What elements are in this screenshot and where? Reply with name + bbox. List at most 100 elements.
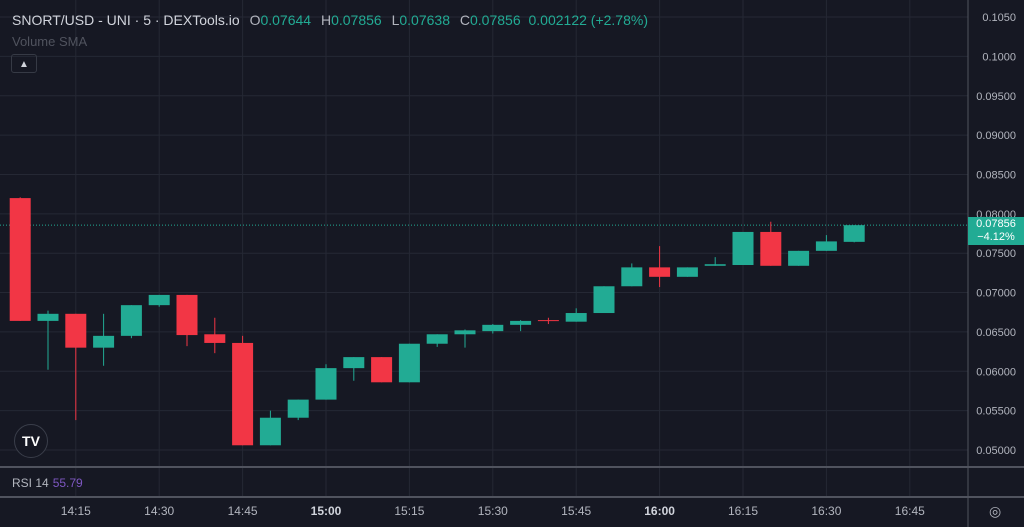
low-label: L xyxy=(391,12,400,28)
last-price: 0.07856 xyxy=(976,218,1016,230)
candle xyxy=(565,308,587,322)
candle-body xyxy=(621,267,643,287)
candle xyxy=(537,317,559,325)
time-tick-label: 16:15 xyxy=(728,504,758,518)
candle xyxy=(65,313,87,421)
candle-body xyxy=(120,305,142,336)
candle-body xyxy=(676,267,698,277)
candle-body xyxy=(815,241,837,251)
candle xyxy=(426,334,448,347)
candle xyxy=(37,310,59,370)
candle-body xyxy=(371,357,393,383)
candle-body xyxy=(649,267,671,277)
candle xyxy=(649,246,671,288)
candle xyxy=(93,313,115,366)
time-tick-label: 14:45 xyxy=(228,504,258,518)
open-value: 0.07644 xyxy=(260,12,312,28)
candle-body xyxy=(176,294,198,336)
candle xyxy=(704,257,726,266)
candle-body xyxy=(426,334,448,344)
time-tick-label: 15:15 xyxy=(394,504,424,518)
symbol-title: SNORT/USD - UNI · 5 · DEXTools.io xyxy=(12,12,240,28)
change-value: 0.002122 (+2.78%) xyxy=(528,12,648,28)
chart-legend: SNORT/USD - UNI · 5 · DEXTools.io O0.076… xyxy=(12,12,648,28)
settings-icon[interactable]: ◎ xyxy=(989,503,1002,519)
candle xyxy=(148,294,170,307)
candle xyxy=(760,221,782,266)
price-tick-label: 0.06500 xyxy=(976,327,1016,339)
close-value: 0.07856 xyxy=(470,12,521,28)
candle xyxy=(788,250,810,266)
price-tick-label: 0.1000 xyxy=(982,51,1016,63)
time-tick-label: 16:00 xyxy=(644,504,675,518)
time-tick-label: 14:30 xyxy=(144,504,174,518)
candle-body xyxy=(343,357,365,369)
candle xyxy=(232,335,254,446)
rsi-value: 55.79 xyxy=(52,476,83,490)
price-tick-label: 0.08500 xyxy=(976,169,1016,181)
candle-body xyxy=(482,324,504,332)
candle xyxy=(593,286,615,314)
candle-body xyxy=(93,335,115,348)
candle-body xyxy=(315,368,337,400)
close-label: C xyxy=(459,12,470,28)
price-tick-label: 0.09500 xyxy=(976,91,1016,103)
candle-body xyxy=(9,198,31,321)
price-tick-label: 0.07500 xyxy=(976,248,1016,260)
candle xyxy=(9,197,31,321)
candle-body xyxy=(537,320,559,322)
candle-body xyxy=(593,286,615,314)
candle xyxy=(398,343,420,383)
candle xyxy=(343,357,365,381)
candle-body xyxy=(204,334,226,343)
high-value: 0.07856 xyxy=(331,12,382,28)
candle-body xyxy=(259,417,281,446)
candle-body xyxy=(843,225,865,242)
candle xyxy=(676,267,698,277)
last-price-change: −4.12% xyxy=(977,231,1015,243)
candle xyxy=(815,235,837,251)
candle-body xyxy=(287,399,309,418)
candle xyxy=(176,294,198,347)
price-tick-label: 0.06000 xyxy=(976,366,1016,378)
candle-body xyxy=(565,313,587,322)
price-tick-label: 0.05000 xyxy=(976,445,1016,457)
candle-body xyxy=(454,330,476,335)
candle xyxy=(120,305,142,339)
candle xyxy=(287,399,309,421)
low-value: 0.07638 xyxy=(399,12,450,28)
volume-sma-indicator[interactable]: Volume SMA xyxy=(12,34,88,49)
price-tick-label: 0.05500 xyxy=(976,406,1016,418)
candle-body xyxy=(732,231,754,266)
candle xyxy=(259,410,281,446)
candle-body xyxy=(704,264,726,266)
candle-body xyxy=(398,343,420,383)
time-tick-label: 15:00 xyxy=(311,504,342,518)
candle-body xyxy=(232,342,254,446)
last-price-tag: 0.07856 −4.12% xyxy=(968,217,1024,245)
high-label: H xyxy=(320,12,332,28)
price-tick-label: 0.1050 xyxy=(982,12,1016,24)
time-tick-label: 16:45 xyxy=(895,504,925,518)
candle xyxy=(843,225,865,243)
candle-body xyxy=(65,313,87,348)
collapse-legend-button[interactable]: ▲ xyxy=(11,54,37,73)
time-tick-label: 15:45 xyxy=(561,504,591,518)
candle xyxy=(621,263,643,287)
rsi-label: RSI 14 xyxy=(12,476,49,490)
candle xyxy=(204,317,226,354)
candle-body xyxy=(788,250,810,266)
candle-body xyxy=(760,231,782,266)
price-tick-label: 0.07000 xyxy=(976,288,1016,300)
candle xyxy=(482,324,504,334)
tradingview-logo[interactable]: TV xyxy=(14,424,48,458)
candle-body xyxy=(148,294,170,306)
candle xyxy=(454,329,476,348)
candle xyxy=(510,320,532,332)
candle xyxy=(732,231,754,266)
time-tick-label: 15:30 xyxy=(478,504,508,518)
time-tick-label: 16:30 xyxy=(811,504,841,518)
candle xyxy=(315,364,337,400)
rsi-indicator[interactable]: RSI 14 55.79 xyxy=(12,476,83,490)
